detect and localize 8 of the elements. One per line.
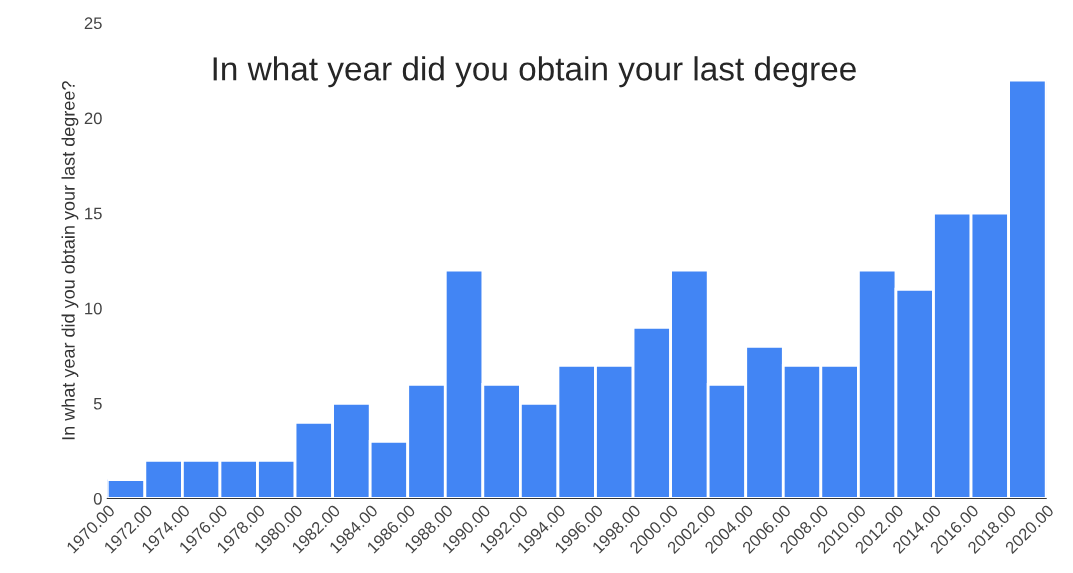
y-tick-label: 25: [84, 17, 102, 30]
y-tick-label: 5: [93, 397, 102, 410]
y-tick-label: 15: [85, 207, 102, 220]
text: In what year did you obtain your last degree: [213, 56, 856, 88]
y-tick-label: 10: [85, 302, 102, 315]
y-tick-label: 0: [93, 492, 102, 505]
y-tick-label: 20: [84, 112, 102, 125]
y-axis-title: In what year did you obtain your last degree?: [61, 81, 79, 440]
